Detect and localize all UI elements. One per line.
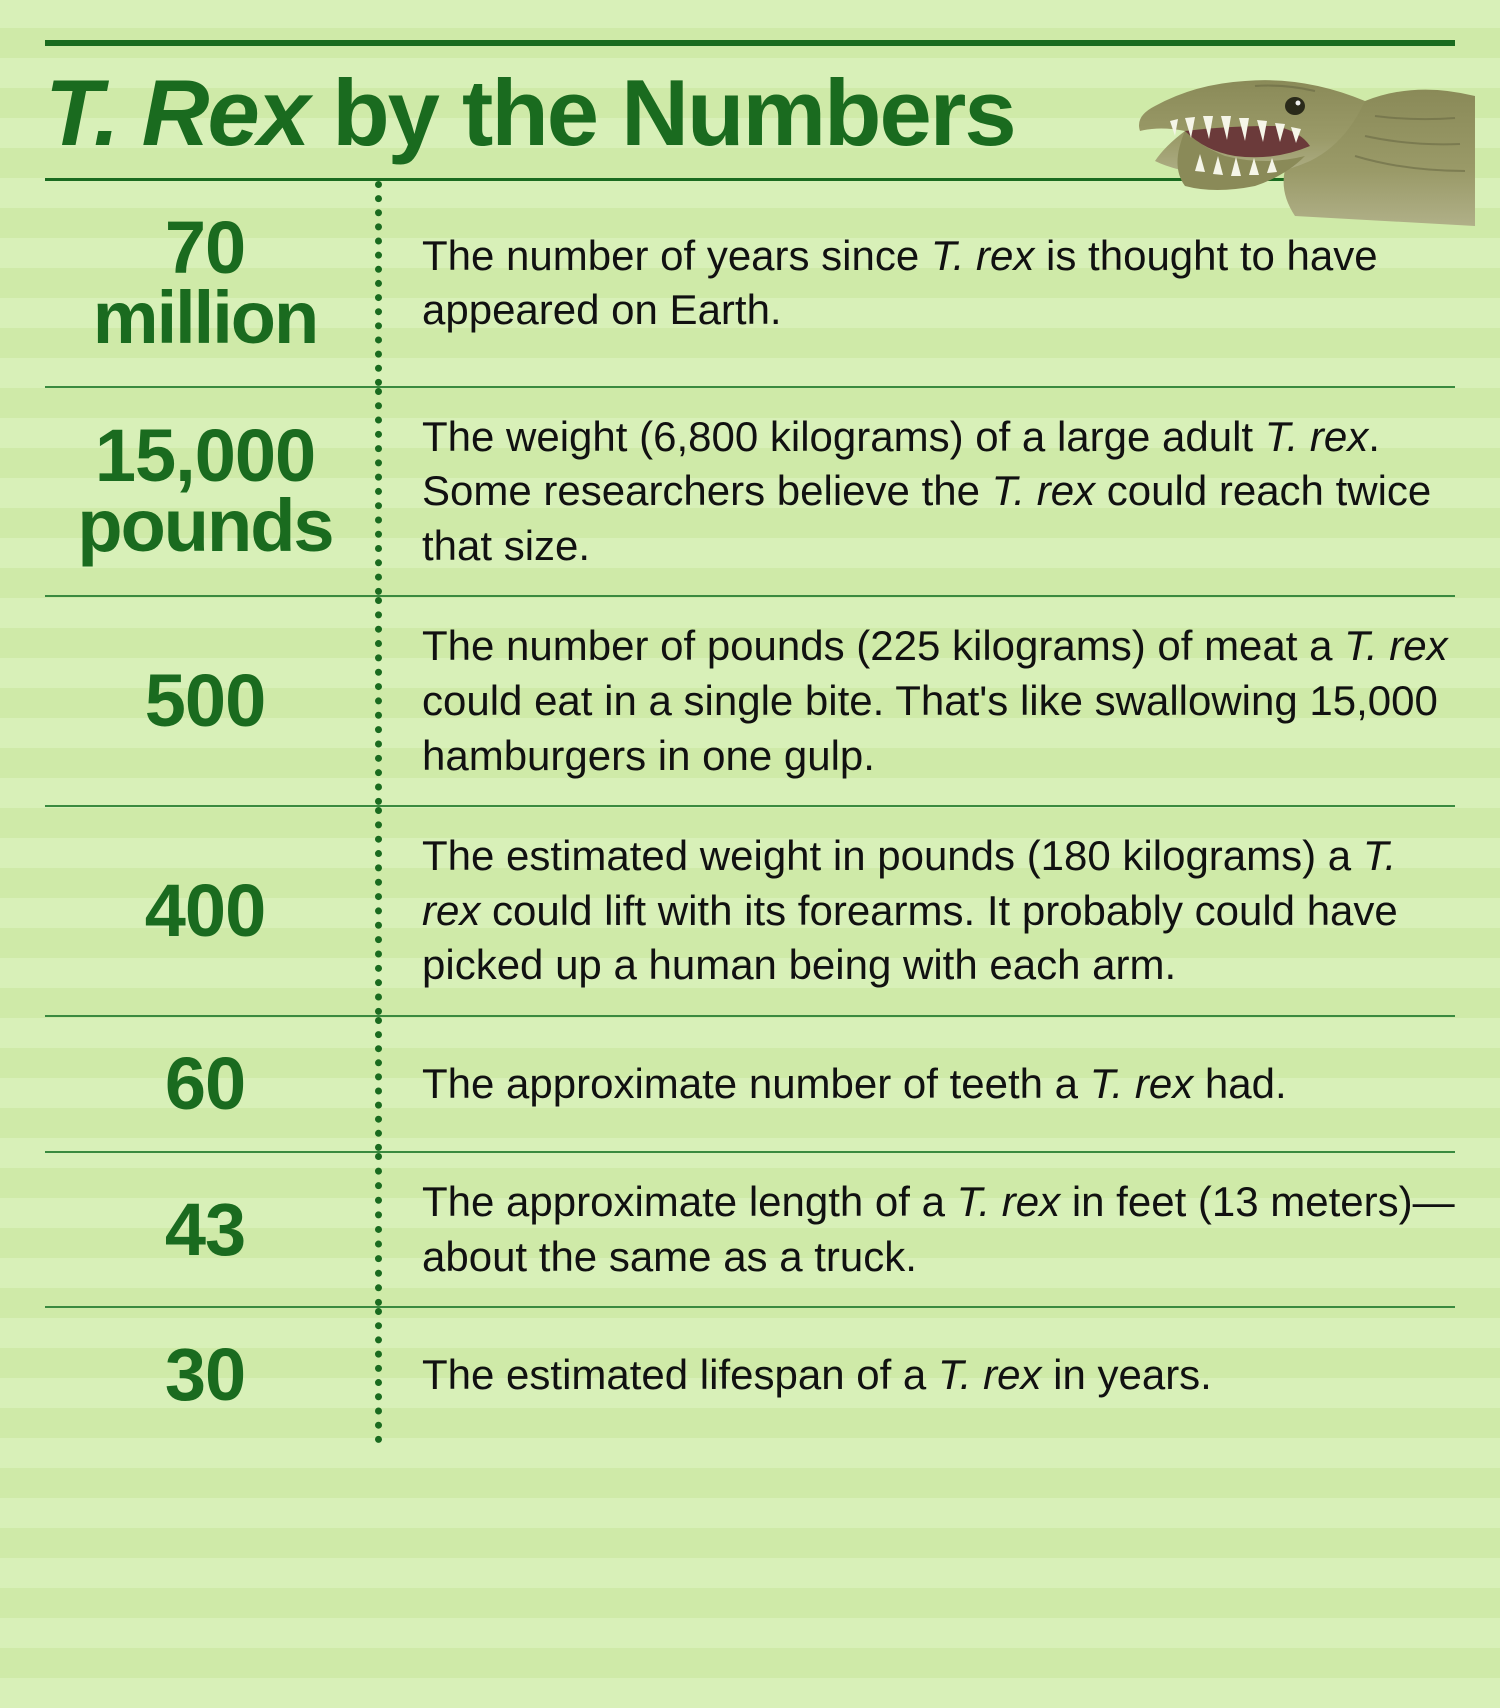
page-title: T. Rex by the Numbers: [45, 66, 1015, 160]
fact-number: 400: [45, 866, 375, 956]
fact-number: 15,000pounds: [45, 411, 375, 572]
title-rest: by the Numbers: [308, 60, 1015, 165]
fact-number: 500: [45, 656, 375, 746]
fact-row: 400The estimated weight in pounds (180 k…: [45, 807, 1455, 1017]
facts-table: 70millionThe number of years since T. re…: [45, 178, 1455, 1443]
fact-number: 30: [45, 1330, 375, 1420]
fact-row: 43The approximate length of a T. rex in …: [45, 1153, 1455, 1308]
fact-row: 70millionThe number of years since T. re…: [45, 181, 1455, 388]
dotted-divider: [375, 1153, 382, 1306]
header: T. Rex by the Numbers: [45, 66, 1455, 178]
fact-row: 30The estimated lifespan of a T. rex in …: [45, 1308, 1455, 1442]
fact-description: The number of years since T. rex is thou…: [382, 229, 1455, 338]
dotted-divider: [375, 388, 382, 596]
fact-description: The approximate number of teeth a T. rex…: [382, 1057, 1455, 1112]
fact-description: The estimated lifespan of a T. rex in ye…: [382, 1348, 1455, 1403]
dotted-divider: [375, 1308, 382, 1442]
fact-unit: million: [45, 283, 365, 353]
title-emph: T. Rex: [45, 60, 308, 165]
dotted-divider: [375, 597, 382, 805]
fact-row: 15,000poundsThe weight (6,800 kilograms)…: [45, 388, 1455, 598]
fact-row: 500The number of pounds (225 kilograms) …: [45, 597, 1455, 807]
fact-description: The number of pounds (225 kilograms) of …: [382, 619, 1455, 783]
dotted-divider: [375, 807, 382, 1015]
fact-description: The weight (6,800 kilograms) of a large …: [382, 410, 1455, 574]
dotted-divider: [375, 181, 382, 386]
fact-row: 60The approximate number of teeth a T. r…: [45, 1017, 1455, 1153]
fact-description: The estimated weight in pounds (180 kilo…: [382, 829, 1455, 993]
fact-unit: pounds: [45, 491, 365, 561]
dotted-divider: [375, 1017, 382, 1151]
fact-number: 60: [45, 1039, 375, 1129]
top-rule: [45, 40, 1455, 46]
fact-description: The approximate length of a T. rex in fe…: [382, 1175, 1455, 1284]
fact-number: 43: [45, 1185, 375, 1275]
fact-number: 70million: [45, 203, 375, 364]
